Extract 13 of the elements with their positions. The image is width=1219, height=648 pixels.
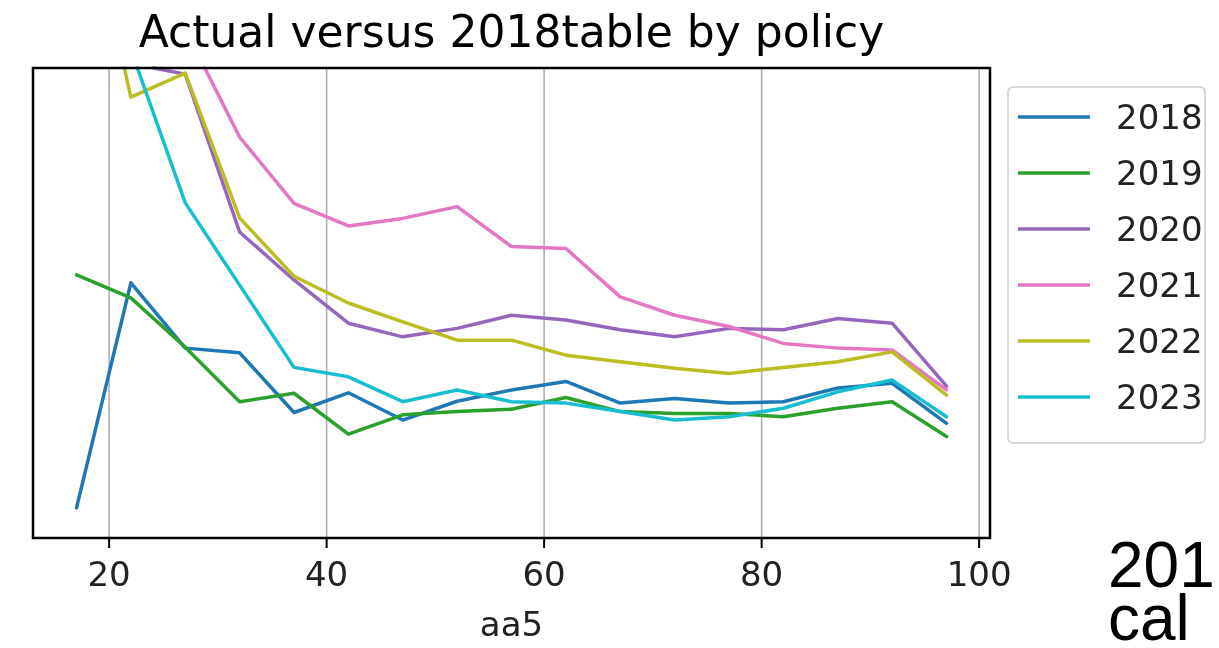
legend-label: 2021: [1116, 265, 1203, 306]
x-tick-label: 40: [304, 554, 349, 594]
x-tick-label: 60: [522, 554, 566, 594]
legend-label: 2020: [1116, 209, 1203, 250]
legend-label: 2018: [1116, 97, 1203, 138]
legend-label: 2019: [1116, 153, 1203, 194]
x-axis-title: aa5: [479, 604, 544, 644]
legend-label: 2023: [1116, 377, 1203, 418]
legend-label: 2022: [1116, 321, 1203, 362]
x-tick-label: 80: [739, 554, 784, 594]
chart-title: Actual versus 2018table by policy: [138, 6, 885, 57]
x-tick-label: 20: [87, 554, 131, 594]
x-tick-label: 100: [946, 554, 1012, 594]
